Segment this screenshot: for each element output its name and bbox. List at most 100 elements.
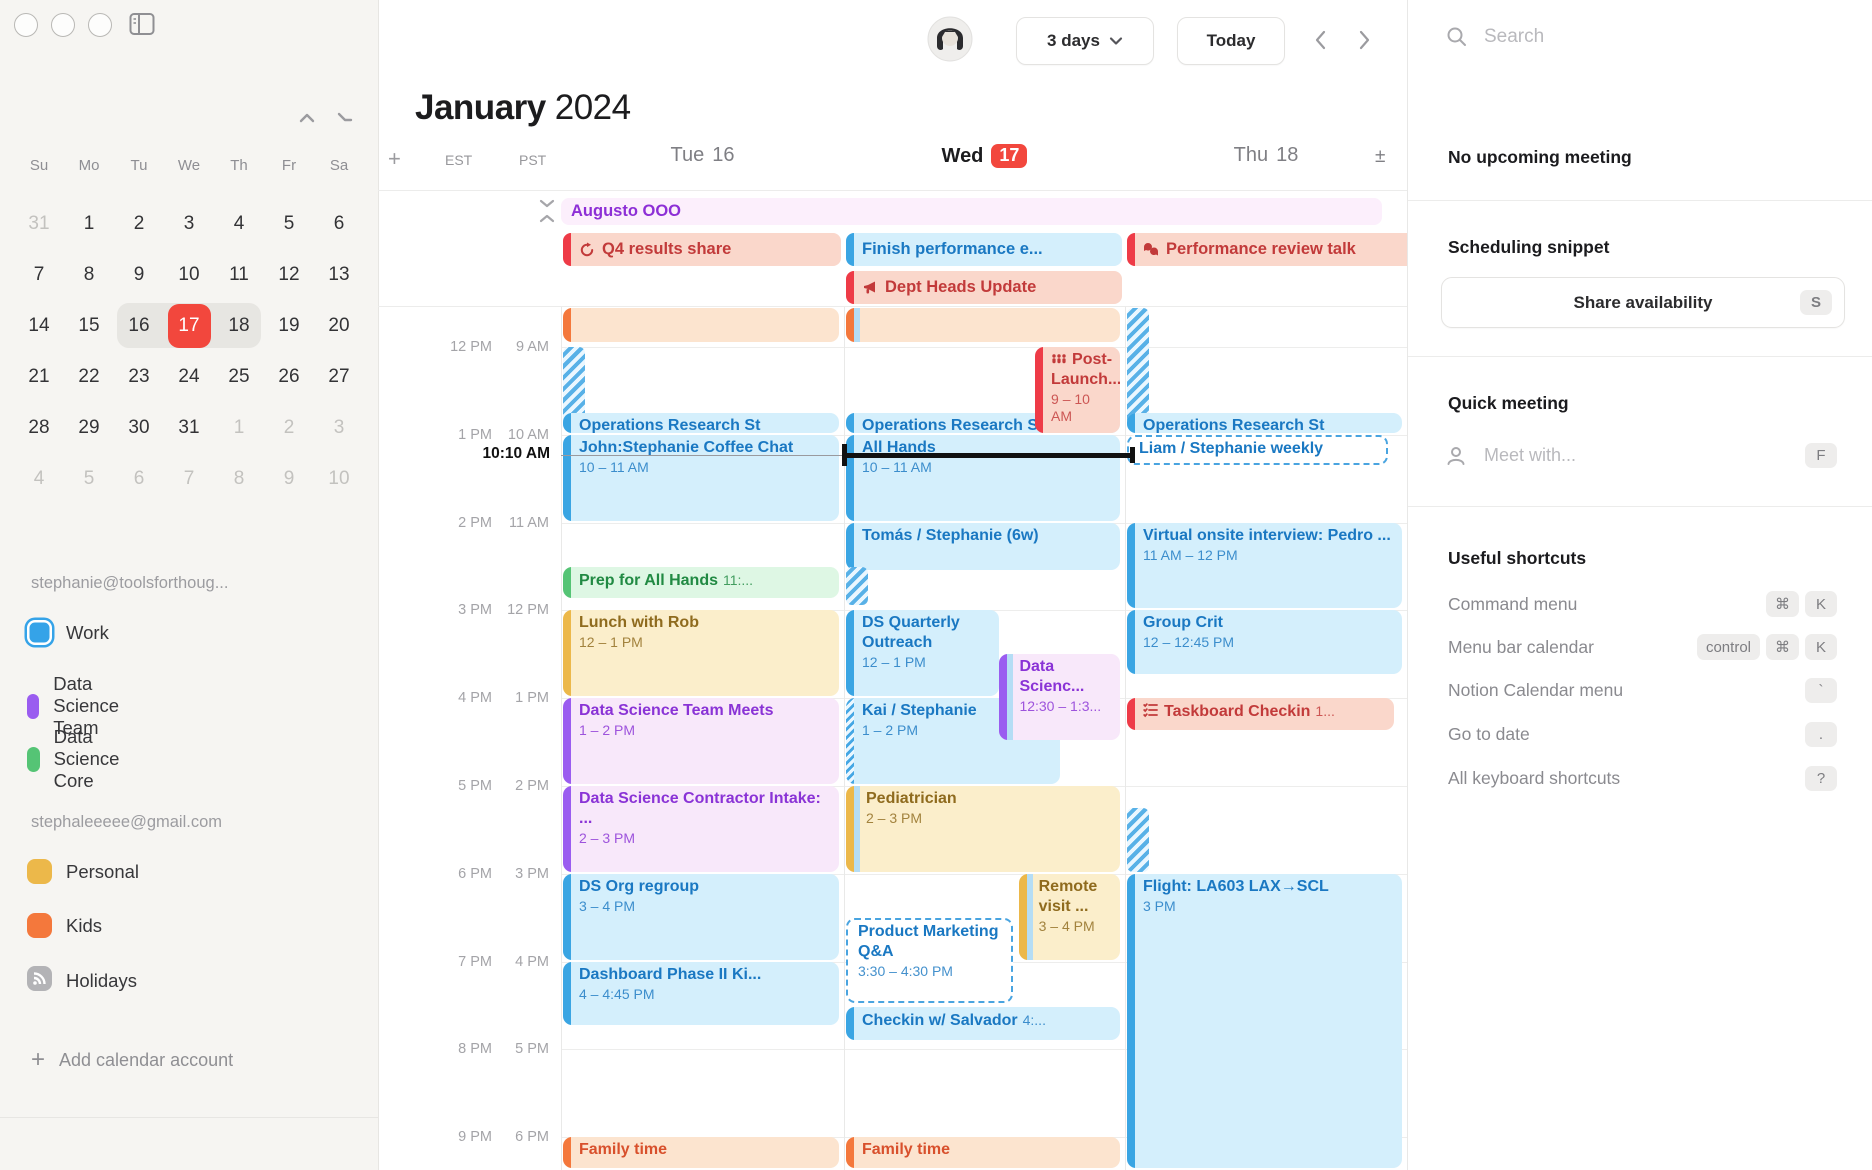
add-calendar-account-button[interactable]: + Add calendar account (31, 1046, 234, 1073)
event-tom-s-stephanie-6w[interactable]: Tomás / Stephanie (6w) (846, 522, 1120, 571)
mini-day[interactable]: 13 (328, 263, 350, 285)
mini-day[interactable]: 3 (333, 416, 345, 438)
calendar-color-checkbox[interactable] (27, 859, 52, 884)
mini-day[interactable]: 1 (83, 212, 95, 234)
event-ds-quarterly-outreach[interactable]: DS Quarterly Outreach 12 – 1 PM (846, 610, 1000, 697)
event-john-stephanie-coffee-chat[interactable]: John:Stephanie Coffee Chat 10 – 11 AM (563, 434, 839, 521)
mini-day[interactable]: 17 (164, 300, 214, 351)
event-busy-strip[interactable] (1127, 807, 1149, 872)
event-lunch-with-rob[interactable]: Lunch with Rob 12 – 1 PM (563, 610, 839, 697)
mini-day[interactable]: 8 (83, 263, 95, 285)
calendar-color-checkbox[interactable] (27, 620, 52, 645)
mini-day[interactable]: 16 (128, 314, 150, 336)
allday-event-augusto-ooo[interactable]: Augusto OOO (561, 198, 1382, 225)
calendar-color-checkbox[interactable] (27, 913, 52, 938)
mini-day[interactable]: 18 (228, 314, 250, 336)
sidebar-calendar-work[interactable]: Work (27, 620, 109, 645)
event-operations-research-st[interactable]: Operations Research St (563, 412, 839, 433)
shortcut-row-notion-calendar-menu[interactable]: Notion Calendar menu ` (1448, 678, 1837, 703)
event-liam-stephanie-weekly[interactable]: Liam / Stephanie weekly (1127, 434, 1389, 465)
mini-day[interactable]: 29 (78, 416, 100, 438)
mini-day[interactable]: 26 (278, 365, 300, 387)
mini-day[interactable]: 4 (33, 467, 45, 489)
event-all-hands[interactable]: All Hands 10 – 11 AM (846, 434, 1120, 521)
event-family-time[interactable]: Family time (846, 1137, 1120, 1168)
meet-with-field[interactable]: Meet with... F (1444, 443, 1837, 468)
event-product-marketing-q-a[interactable]: Product Marketing Q&A 3:30 – 4:30 PM (846, 917, 1014, 1004)
sidebar-calendar-kids[interactable]: Kids (27, 913, 102, 938)
mini-day[interactable]: 12 (278, 263, 300, 285)
sidebar-calendar-holidays[interactable]: Holidays (27, 966, 137, 996)
mini-day[interactable]: 19 (278, 314, 300, 336)
mini-day[interactable]: 31 (178, 416, 200, 438)
event-data-science-contractor-intake[interactable]: Data Science Contractor Intake: ... 2 – 3… (563, 786, 839, 872)
event-flight-la603-lax-scl[interactable]: Flight: LA603 LAX→SCL 3 PM (1127, 873, 1402, 1168)
allday-event[interactable]: Dept Heads Update (846, 271, 1122, 304)
event-prep-for-all-hands[interactable]: Prep for All Hands 11:... (563, 566, 839, 599)
mini-day[interactable]: 14 (28, 314, 50, 336)
mini-day[interactable]: 15 (78, 314, 100, 336)
mini-day[interactable]: 8 (233, 467, 245, 489)
event-operations-research-st[interactable]: Operations Research St (1127, 412, 1402, 433)
day-header-tue[interactable]: Tue 16 (561, 144, 844, 167)
mini-day[interactable]: 24 (178, 365, 200, 387)
view-selector-button[interactable]: 3 days (1016, 17, 1154, 65)
day-header-thu[interactable]: Thu 18 (1125, 144, 1407, 167)
mini-day[interactable]: 20 (328, 314, 350, 336)
event-remote-visit[interactable]: Remote visit ... 3 – 4 PM (1018, 873, 1120, 960)
sidebar-toggle-icon[interactable] (129, 12, 155, 41)
today-button[interactable]: Today (1177, 17, 1285, 65)
mini-cal-prev-icon[interactable] (295, 108, 319, 133)
day-header-wed[interactable]: Wed 17 (844, 144, 1125, 168)
mini-day[interactable]: 5 (83, 467, 95, 489)
event-post-launch[interactable]: Post-Launch... 9 – 10 AM (1035, 347, 1120, 433)
mini-day[interactable]: 28 (28, 416, 50, 438)
event-ds-org-regroup[interactable]: DS Org regroup 3 – 4 PM (563, 873, 839, 960)
mini-cal-next-icon[interactable] (333, 108, 357, 133)
add-event-icon[interactable]: + (388, 146, 401, 171)
time-grid[interactable]: 12 PM 9 AM 1 PM 10 AM 2 PM 11 AM 3 PM 12 PM 4 PM… (378, 307, 1407, 1170)
mini-day[interactable]: 21 (28, 365, 50, 387)
sidebar-calendar-data-science-team[interactable]: Data Science Team (27, 673, 132, 739)
event-data-science-team-meets[interactable]: Data Science Team Meets 1 – 2 PM (563, 698, 839, 784)
mini-day[interactable]: 5 (283, 212, 295, 234)
mini-day[interactable]: 7 (33, 263, 45, 285)
prev-day-icon[interactable] (1310, 28, 1332, 57)
sidebar-calendar-personal[interactable]: Personal (27, 859, 139, 884)
event-untitled[interactable] (846, 308, 1120, 343)
mini-day[interactable]: 7 (183, 467, 195, 489)
sidebar-calendar-data-science-core[interactable]: Data Science Core (27, 726, 132, 792)
share-availability-button[interactable]: Share availability S (1441, 277, 1845, 328)
event-untitled[interactable] (563, 308, 839, 343)
event-busy-strip[interactable] (563, 347, 585, 430)
mini-day[interactable]: 27 (328, 365, 350, 387)
mini-day[interactable]: 23 (128, 365, 150, 387)
window-zoom-button[interactable] (88, 13, 112, 37)
timezone-label-est[interactable]: EST (445, 152, 473, 168)
timezone-label-pst[interactable]: PST (519, 152, 547, 168)
mini-day[interactable]: 9 (283, 467, 295, 489)
mini-day[interactable]: 30 (128, 416, 150, 438)
mini-day[interactable]: 6 (333, 212, 345, 234)
event-family-time[interactable]: Family time (563, 1137, 839, 1168)
allday-event[interactable]: Q4 results share (563, 233, 841, 266)
event-group-crit[interactable]: Group Crit 12 – 12:45 PM (1127, 610, 1402, 675)
collapse-allday-icon[interactable] (536, 197, 558, 230)
mini-day[interactable]: 10 (328, 467, 350, 489)
allday-event[interactable]: Performance review talk (1127, 233, 1409, 266)
export-day-icon[interactable]: ± (1375, 146, 1386, 167)
search-field[interactable]: Search (1446, 26, 1544, 48)
window-minimize-button[interactable] (51, 13, 75, 37)
event-data-scienc[interactable]: Data Scienc... 12:30 – 1:3... (999, 654, 1120, 741)
event-virtual-onsite-interview-pedro[interactable]: Virtual onsite interview: Pedro ... 11 AM… (1127, 522, 1402, 609)
event-busy-strip[interactable] (846, 566, 868, 606)
mini-day[interactable]: 31 (28, 212, 50, 234)
calendar-color-checkbox[interactable] (27, 693, 40, 719)
shortcut-row-all-keyboard-shortcuts[interactable]: All keyboard shortcuts? (1448, 766, 1837, 791)
mini-day[interactable]: 6 (133, 467, 145, 489)
event-busy-strip[interactable] (1127, 308, 1149, 430)
mini-day[interactable]: 11 (229, 263, 249, 285)
event-taskboard-checkin[interactable]: Taskboard Checkin 1... (1127, 698, 1394, 730)
mini-day[interactable]: 25 (228, 365, 250, 387)
next-day-icon[interactable] (1353, 28, 1375, 57)
